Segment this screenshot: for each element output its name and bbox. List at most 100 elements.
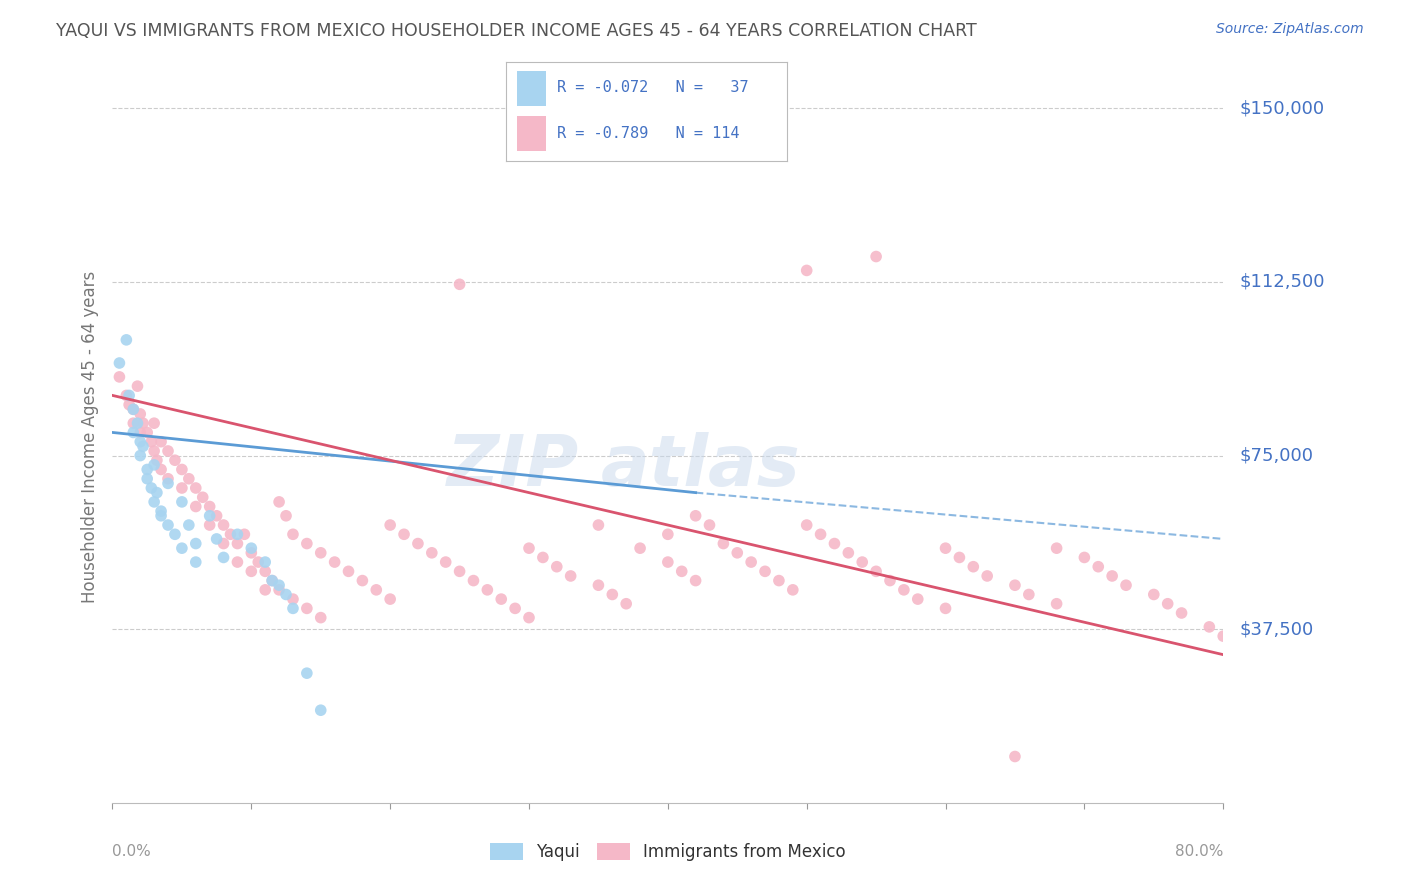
- Point: [699, 518, 721, 533]
- Text: atlas: atlas: [602, 432, 801, 500]
- Point: [1046, 597, 1069, 611]
- Point: [352, 574, 374, 588]
- Point: [560, 569, 582, 583]
- Point: [907, 592, 929, 607]
- Point: [127, 379, 149, 393]
- Point: [170, 541, 193, 556]
- Point: [150, 508, 173, 523]
- Point: [240, 541, 263, 556]
- Point: [1018, 587, 1040, 601]
- Point: [295, 536, 318, 550]
- Point: [281, 527, 304, 541]
- Point: [531, 550, 554, 565]
- Point: [262, 574, 284, 588]
- Point: [141, 481, 163, 495]
- Point: [157, 476, 180, 491]
- Point: [212, 536, 235, 550]
- Point: [240, 565, 263, 579]
- Point: [935, 541, 957, 556]
- Bar: [517, 117, 546, 151]
- Point: [588, 578, 610, 592]
- Point: [935, 601, 957, 615]
- Bar: [517, 71, 546, 105]
- Point: [198, 508, 221, 523]
- Point: [588, 518, 610, 533]
- Point: [671, 565, 693, 579]
- Point: [127, 416, 149, 430]
- Point: [323, 555, 346, 569]
- Point: [129, 407, 152, 421]
- Point: [1157, 597, 1180, 611]
- Point: [129, 425, 152, 440]
- Point: [406, 536, 429, 550]
- Point: [240, 546, 263, 560]
- Point: [184, 481, 207, 495]
- Point: [129, 449, 152, 463]
- Point: [108, 356, 131, 370]
- Point: [948, 550, 970, 565]
- Point: [118, 398, 141, 412]
- Point: [184, 555, 207, 569]
- Point: [976, 569, 998, 583]
- Point: [865, 250, 887, 264]
- Y-axis label: Householder Income Ages 45 - 64 years: Householder Income Ages 45 - 64 years: [80, 271, 98, 603]
- Text: Source: ZipAtlas.com: Source: ZipAtlas.com: [1216, 22, 1364, 37]
- Point: [170, 462, 193, 476]
- Text: $75,000: $75,000: [1240, 447, 1313, 465]
- Point: [247, 555, 270, 569]
- Point: [796, 518, 818, 533]
- Point: [267, 495, 291, 509]
- Point: [392, 527, 415, 541]
- Point: [824, 536, 846, 550]
- Legend: Yaqui, Immigrants from Mexico: Yaqui, Immigrants from Mexico: [484, 836, 852, 868]
- Point: [170, 495, 193, 509]
- Point: [184, 536, 207, 550]
- Point: [274, 587, 297, 601]
- Point: [685, 574, 707, 588]
- Point: [219, 527, 242, 541]
- Point: [262, 574, 284, 588]
- Point: [546, 559, 568, 574]
- Point: [879, 574, 901, 588]
- Point: [309, 610, 332, 624]
- Point: [146, 485, 169, 500]
- Point: [254, 555, 277, 569]
- Point: [1143, 587, 1166, 601]
- Point: [191, 490, 214, 504]
- Point: [1046, 541, 1069, 556]
- Point: [449, 277, 471, 292]
- Point: [865, 565, 887, 579]
- Point: [517, 610, 540, 624]
- Point: [122, 425, 145, 440]
- Point: [254, 582, 277, 597]
- Point: [136, 472, 159, 486]
- Point: [725, 546, 748, 560]
- Point: [740, 555, 762, 569]
- Point: [1198, 620, 1220, 634]
- Point: [205, 508, 228, 523]
- Point: [177, 518, 200, 533]
- Point: [1004, 578, 1026, 592]
- Point: [226, 527, 249, 541]
- Text: YAQUI VS IMMIGRANTS FROM MEXICO HOUSEHOLDER INCOME AGES 45 - 64 YEARS CORRELATIO: YAQUI VS IMMIGRANTS FROM MEXICO HOUSEHOL…: [56, 22, 977, 40]
- Point: [122, 402, 145, 417]
- Point: [212, 550, 235, 565]
- Point: [233, 527, 256, 541]
- Point: [366, 582, 388, 597]
- Point: [657, 527, 679, 541]
- Point: [143, 458, 166, 472]
- Point: [628, 541, 651, 556]
- Point: [143, 444, 166, 458]
- Point: [463, 574, 485, 588]
- Point: [267, 582, 291, 597]
- Text: ZIP: ZIP: [447, 432, 579, 500]
- Point: [281, 592, 304, 607]
- Point: [851, 555, 873, 569]
- Point: [198, 518, 221, 533]
- Point: [685, 508, 707, 523]
- Point: [810, 527, 832, 541]
- Point: [163, 453, 186, 467]
- Point: [141, 434, 163, 449]
- Point: [893, 582, 915, 597]
- Point: [118, 388, 141, 402]
